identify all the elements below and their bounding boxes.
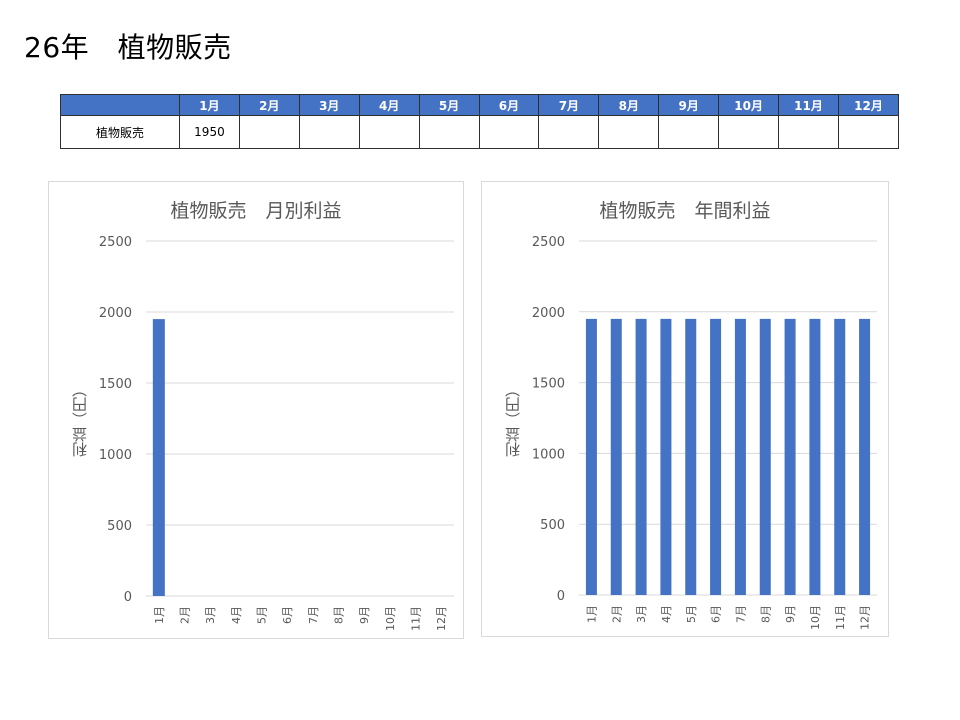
- x-tick-label: 1月: [585, 605, 598, 623]
- x-tick-label: 12月: [859, 605, 872, 630]
- y-tick-label: 0: [124, 590, 132, 605]
- y-tick-label: 2500: [532, 235, 565, 250]
- table-cell: 1950: [179, 115, 240, 149]
- x-tick-label: 6月: [281, 606, 294, 624]
- y-tick-label: 0: [557, 589, 565, 604]
- table-header-month: 11月: [778, 94, 839, 116]
- table-header-month: 9月: [658, 94, 720, 116]
- table-header-month: 10月: [718, 94, 780, 116]
- x-tick-label: 4月: [230, 606, 243, 624]
- table-cell: [418, 115, 480, 149]
- y-tick-label: 1000: [532, 447, 565, 462]
- bar: [710, 318, 722, 595]
- page-title: 26年 植物販売: [24, 31, 232, 64]
- y-tick-label: 1000: [99, 448, 132, 463]
- x-tick-label: 8月: [759, 605, 772, 623]
- y-tick-label: 2000: [532, 306, 565, 321]
- table-header-month: 12月: [837, 94, 900, 116]
- table-cell: [298, 115, 360, 149]
- table-header-month: 7月: [538, 94, 600, 116]
- bar: [585, 318, 597, 595]
- x-tick-label: 3月: [635, 605, 648, 623]
- table-row-label: 植物販売: [60, 115, 180, 149]
- table-header-month: 4月: [358, 94, 420, 116]
- table-header-month: 2月: [238, 94, 300, 116]
- x-tick-label: 7月: [734, 605, 747, 623]
- bar: [660, 318, 672, 595]
- table-cell: [718, 115, 780, 149]
- bar: [734, 318, 746, 595]
- x-tick-label: 9月: [784, 605, 797, 623]
- table-cell: [598, 115, 660, 149]
- x-tick-label: 6月: [710, 605, 723, 623]
- bar: [759, 318, 771, 595]
- y-tick-label: 1500: [532, 377, 565, 392]
- table-cell: [778, 115, 839, 149]
- x-tick-label: 1月: [153, 606, 166, 624]
- monthly-chart-plot: 0 500 1000 1500 2000 2500 1月 2月 3月 4月 5月 6月 7月 8月 9月 10…: [99, 235, 454, 631]
- y-tick-label: 2000: [99, 306, 132, 321]
- table-cell: [478, 115, 540, 149]
- x-tick-label: 8月: [333, 606, 346, 624]
- x-tick-label: 11月: [410, 606, 423, 631]
- table-cell: [538, 115, 600, 149]
- x-tick-label: 3月: [204, 606, 217, 624]
- sales-table: 1月 2月 3月 4月 5月 6月 7月 8月 9月 10月 11月 12月 植…: [60, 94, 900, 149]
- x-tick-label: 5月: [256, 606, 269, 624]
- yearly-chart-plot: 0 500 1000 1500 2000 2500 1月 2月 3月 4月 5月 6月 7月 8月 9月 10…: [532, 235, 877, 630]
- x-tick-label: 7月: [307, 606, 320, 624]
- table-row: 植物販売 1950: [60, 115, 900, 149]
- x-tick-label: 2月: [610, 605, 623, 623]
- table-cell: [358, 115, 420, 149]
- table-header-blank: [60, 94, 180, 116]
- bar: [809, 318, 821, 595]
- chart-title: 植物販売 月別利益: [170, 200, 342, 222]
- monthly-profit-chart: 植物販売 月別利益 利益（円） 0 500 1000 1500 2000 2500 1月 2月…: [48, 181, 464, 639]
- x-tick-label: 4月: [660, 605, 673, 623]
- bar: [859, 318, 871, 595]
- yearly-profit-chart: 植物販売 年間利益 利益（円） 0 500 1000 1500 2000 2500 1月 2月…: [481, 181, 889, 637]
- bar: [635, 318, 647, 595]
- table-cell: [837, 115, 900, 149]
- bar: [610, 318, 622, 595]
- x-tick-label: 9月: [358, 606, 371, 624]
- bar: [685, 318, 697, 595]
- bar: [152, 319, 165, 596]
- table-header-month: 8月: [598, 94, 660, 116]
- bar: [784, 318, 796, 595]
- y-tick-label: 1500: [99, 377, 132, 392]
- x-tick-label: 2月: [179, 606, 192, 624]
- x-tick-label: 10月: [809, 605, 822, 630]
- table-header-month: 3月: [298, 94, 360, 116]
- y-tick-label: 2500: [99, 235, 132, 250]
- table-header-month: 1月: [179, 94, 240, 116]
- table-header-month: 6月: [478, 94, 540, 116]
- table-header-month: 5月: [418, 94, 480, 116]
- chart-title: 植物販売 年間利益: [599, 200, 771, 222]
- y-tick-label: 500: [540, 518, 565, 533]
- x-tick-label: 5月: [685, 605, 698, 623]
- x-tick-label: 10月: [384, 606, 397, 631]
- table-cell: [238, 115, 300, 149]
- x-tick-label: 11月: [834, 605, 847, 630]
- y-tick-label: 500: [107, 519, 132, 534]
- x-tick-label: 12月: [435, 606, 448, 631]
- table-cell: [658, 115, 720, 149]
- table-header-row: 1月 2月 3月 4月 5月 6月 7月 8月 9月 10月 11月 12月: [60, 94, 900, 116]
- bar: [834, 318, 846, 595]
